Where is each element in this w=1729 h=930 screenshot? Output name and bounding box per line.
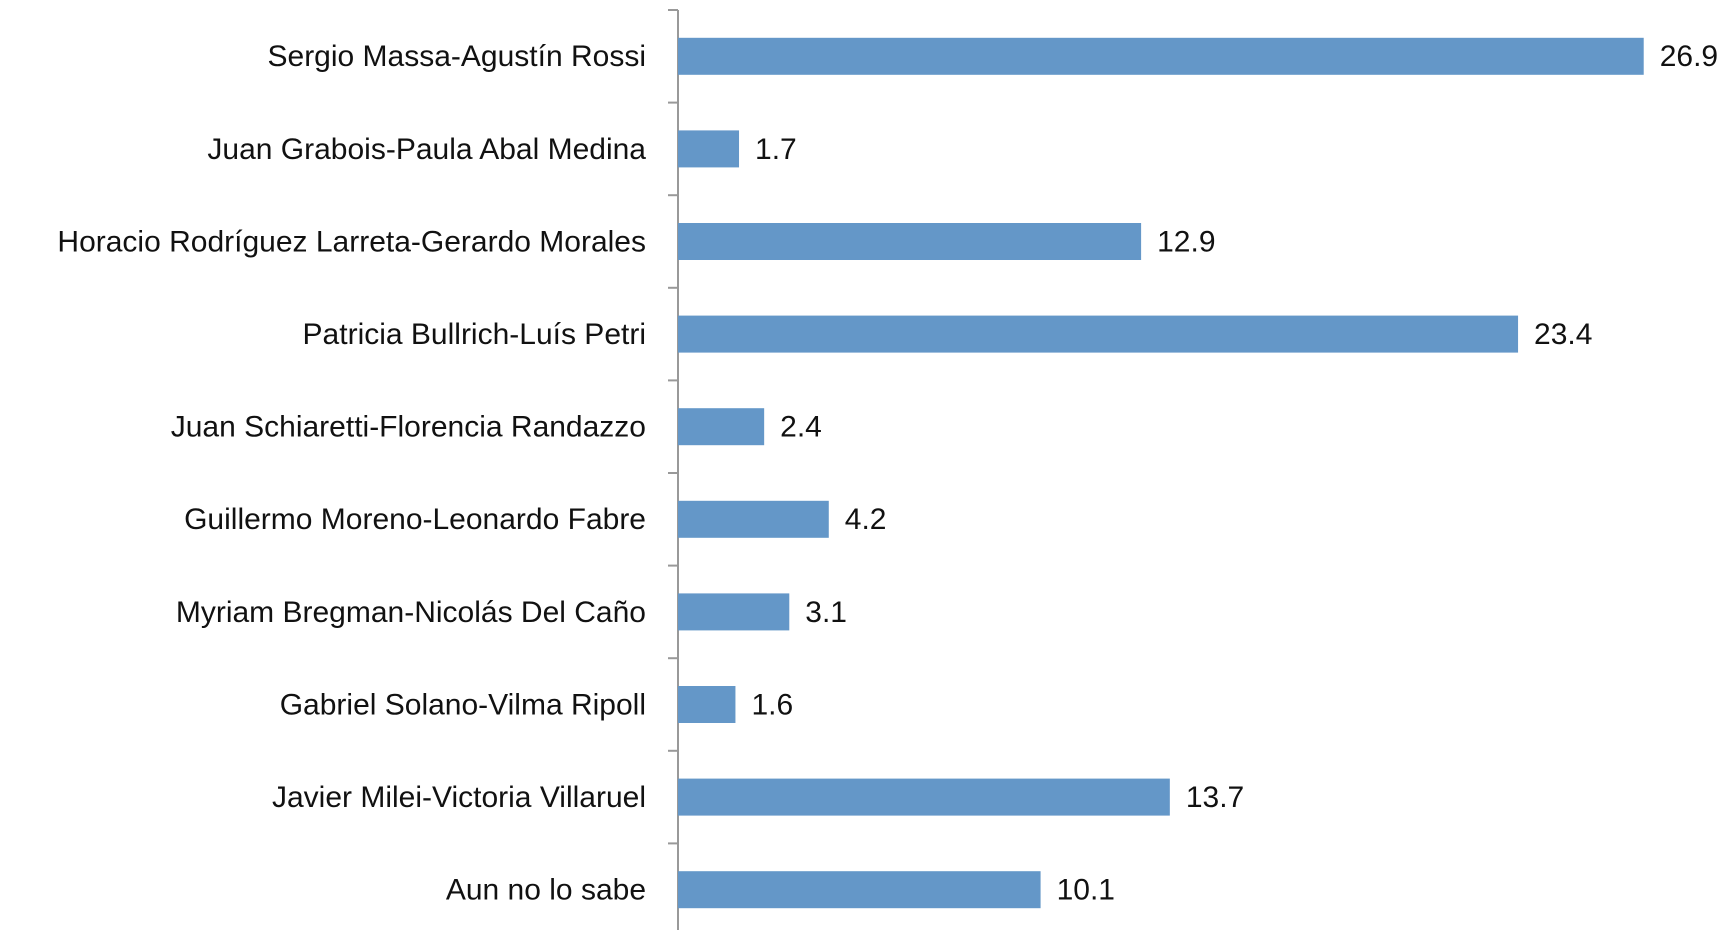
- value-label: 12.9: [1157, 225, 1215, 258]
- bar: [678, 315, 1519, 353]
- y-tick-label: Juan Schiaretti-Florencia Randazzo: [171, 411, 646, 444]
- value-label: 2.4: [780, 411, 822, 444]
- bar: [678, 37, 1644, 75]
- value-label: 4.2: [845, 503, 887, 536]
- bar: [678, 408, 765, 446]
- value-label: 3.1: [805, 596, 847, 629]
- bar: [678, 223, 1142, 260]
- bar: [678, 871, 1041, 909]
- value-label: 23.4: [1534, 318, 1592, 351]
- bar: [678, 500, 829, 538]
- y-tick-label: Sergio Massa-Agustín Rossi: [268, 40, 647, 73]
- value-label: 1.6: [751, 688, 793, 721]
- y-tick-label: Gabriel Solano-Vilma Ripoll: [280, 688, 646, 721]
- y-tick-label: Guillermo Moreno-Leonardo Fabre: [184, 503, 646, 536]
- y-tick-label: Javier Milei-Victoria Villaruel: [272, 781, 646, 814]
- value-label: 1.7: [755, 133, 797, 166]
- value-label: 13.7: [1186, 781, 1244, 814]
- y-tick-label: Aun no lo sabe: [446, 874, 646, 907]
- bar: [678, 686, 736, 723]
- value-label: 10.1: [1057, 874, 1115, 907]
- y-tick-label: Horacio Rodríguez Larreta-Gerardo Morale…: [57, 225, 646, 258]
- bar: [678, 593, 790, 631]
- y-tick-label: Juan Grabois-Paula Abal Medina: [207, 133, 646, 166]
- bar: [678, 778, 1170, 816]
- y-tick-label: Myriam Bregman-Nicolás Del Caño: [176, 596, 646, 629]
- bar: [678, 130, 740, 168]
- value-label: 26.9: [1660, 40, 1718, 73]
- y-tick-label: Patricia Bullrich-Luís Petri: [303, 318, 646, 351]
